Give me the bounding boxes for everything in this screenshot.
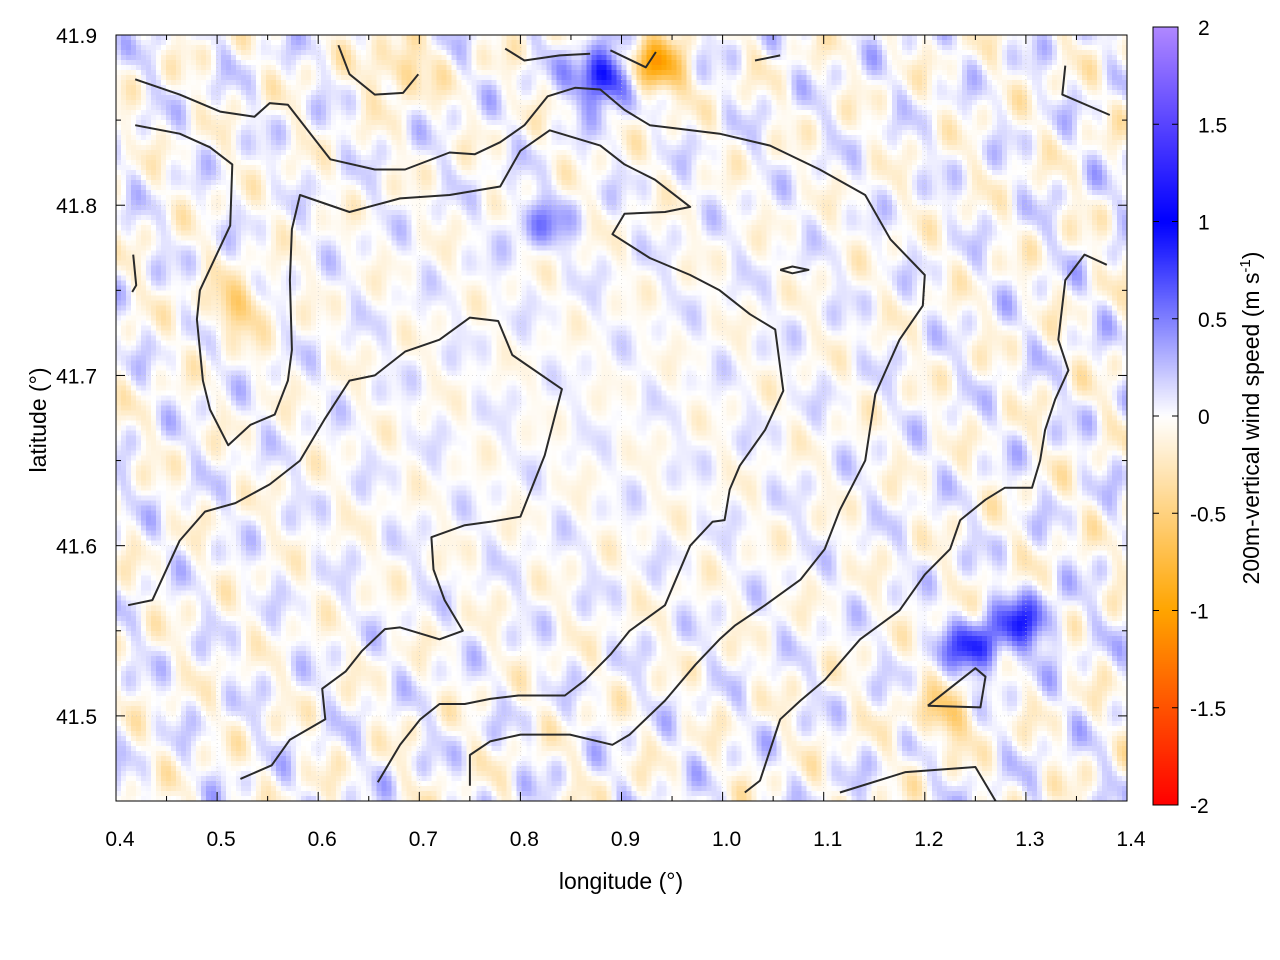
contour-lines <box>127 44 1111 802</box>
y-tick-label: 41.9 <box>56 25 97 48</box>
contour-line <box>134 78 926 786</box>
contour-line <box>131 254 138 293</box>
contour-line <box>779 265 810 275</box>
y-tick-label: 41.5 <box>56 706 97 729</box>
y-tick-label: 41.7 <box>56 365 97 388</box>
colorbar-tick-label: -0.5 <box>1190 503 1226 526</box>
contour-line <box>609 49 657 69</box>
y-tick-label: 41.8 <box>56 195 97 218</box>
y-tick-label: 41.6 <box>56 536 97 559</box>
colorbar-tick-label: 0 <box>1198 406 1210 429</box>
contour-line <box>754 54 781 62</box>
colorbar-tick-label: -1.5 <box>1190 698 1226 721</box>
contour-line <box>337 44 420 96</box>
colorbar-tick-label: -1 <box>1190 601 1209 624</box>
x-tick-label: 1.3 <box>1015 828 1044 851</box>
colorbar-label: 200m-vertical wind speed (m s-1) <box>1237 252 1264 585</box>
contour-line <box>744 253 1108 794</box>
x-tick-label: 0.8 <box>510 828 539 851</box>
ticks: 0.4 0.5 0.6 0.7 0.8 0.9 1.0 1.1 1.2 1.3 1.4 41.5 41.… <box>56 17 1227 851</box>
colorbar-tick-label: 1 <box>1198 212 1210 235</box>
x-tick-label: 1.1 <box>813 828 842 851</box>
colorbar-tick-label: -2 <box>1190 795 1209 818</box>
colorbar-label-sup: -1 <box>1237 259 1254 272</box>
colorbar-tick-label: 2 <box>1198 17 1210 40</box>
x-tick-label: 1.2 <box>914 828 943 851</box>
contour-line <box>927 667 987 709</box>
x-tick-label: 0.7 <box>409 828 438 851</box>
colorbar-tick-label: 0.5 <box>1198 309 1227 332</box>
y-axis-label: latitude (°) <box>25 367 51 472</box>
colorbar-tick-label: 1.5 <box>1198 114 1227 137</box>
contour-line <box>127 316 563 780</box>
x-tick-label: 0.6 <box>308 828 337 851</box>
contour-line <box>839 766 997 802</box>
contour-line <box>504 47 591 62</box>
x-tick-label: 0.9 <box>611 828 640 851</box>
x-tick-label: 1.4 <box>1116 828 1146 851</box>
colorbar-label-end: ) <box>1238 252 1264 260</box>
x-axis-label: longitude (°) <box>559 868 683 894</box>
x-tick-label: 1.0 <box>712 828 741 851</box>
contour-line <box>135 124 785 783</box>
contour-line <box>1061 65 1111 116</box>
x-tick-label: 0.5 <box>206 828 235 851</box>
colorbar-label-text: 200m-vertical wind speed (m s <box>1238 273 1264 585</box>
x-tick-label: 0.4 <box>105 828 135 851</box>
